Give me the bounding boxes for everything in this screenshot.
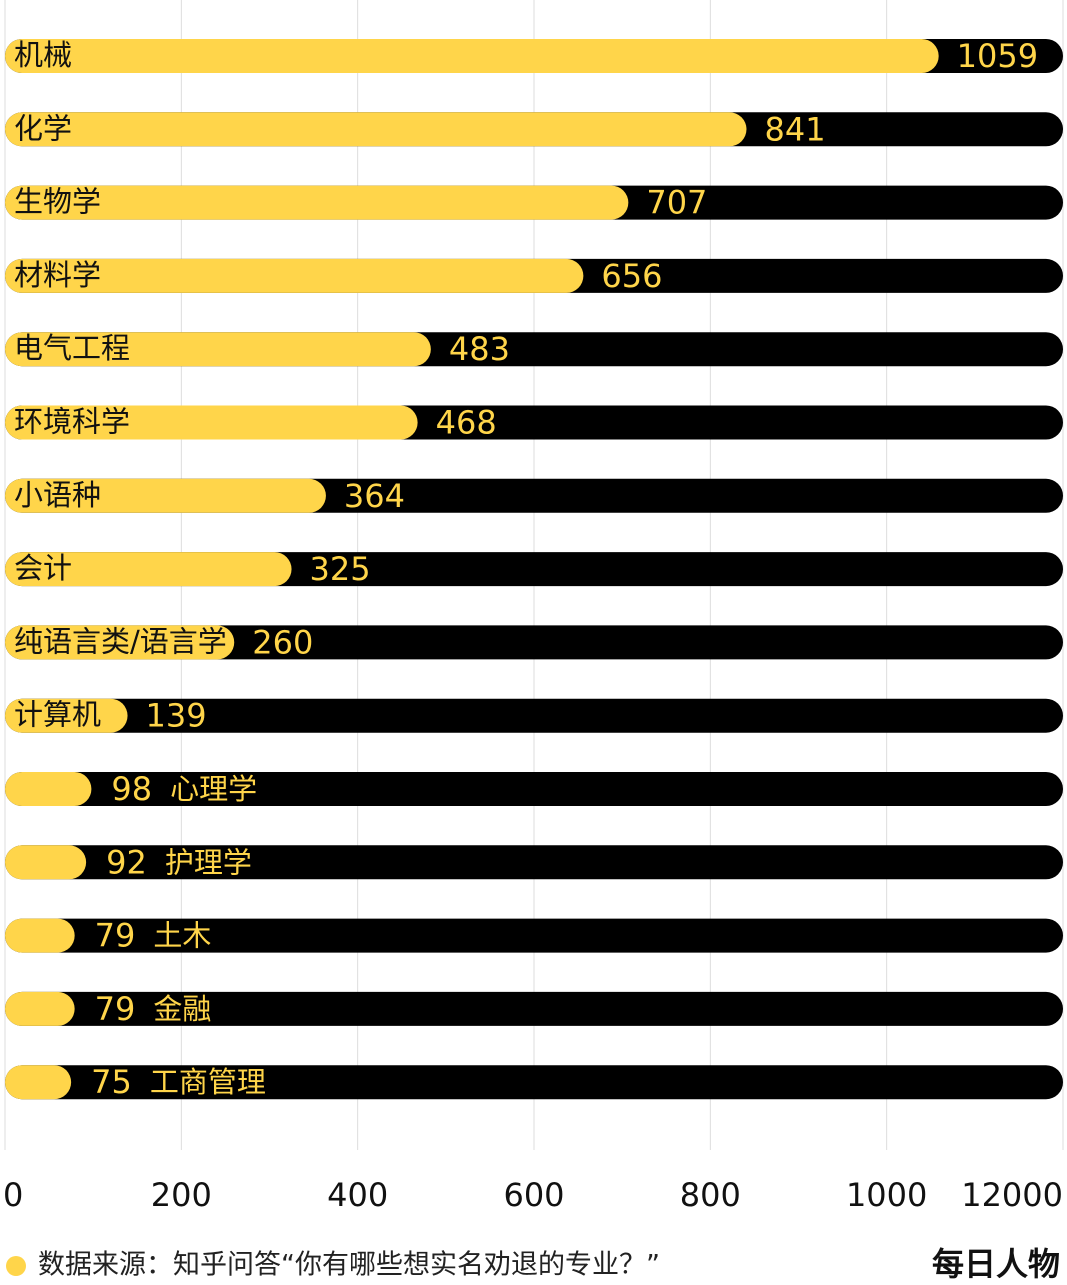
- x-tick-label: 600: [503, 1176, 564, 1214]
- bar-track: [5, 918, 1063, 953]
- bar: [5, 185, 629, 220]
- bar-track: [5, 772, 1063, 806]
- bar: [5, 478, 326, 513]
- bar: [5, 918, 75, 953]
- value-label: 98: [111, 770, 152, 808]
- value-label: 483: [449, 330, 510, 368]
- bar: [5, 405, 418, 440]
- bar: [5, 1065, 72, 1100]
- bar: [5, 991, 75, 1026]
- category-label: 工商管理: [150, 1065, 266, 1099]
- value-label: 656: [601, 257, 662, 295]
- source-note: 数据来源：知乎问答“你有哪些想实名劝退的专业？”: [38, 1250, 660, 1281]
- category-label: 计算机: [14, 698, 101, 732]
- category-label: 心理学: [170, 772, 257, 806]
- bar: [5, 258, 584, 293]
- bar-track: [5, 991, 1063, 1026]
- value-label: 1059: [957, 37, 1038, 75]
- x-tick-label: 200: [151, 1176, 212, 1214]
- value-label: 75: [91, 1063, 132, 1101]
- category-label: 电气工程: [14, 331, 130, 365]
- bar: [5, 845, 87, 880]
- bar-track: [5, 698, 1063, 733]
- category-label: 化学: [14, 111, 72, 145]
- x-tick-label: 400: [327, 1176, 388, 1214]
- value-label: 841: [764, 110, 825, 148]
- value-label: 79: [95, 990, 136, 1028]
- value-label: 364: [344, 477, 405, 515]
- category-label: 材料学: [14, 258, 101, 292]
- category-label: 小语种: [14, 478, 101, 512]
- bar-track: [5, 845, 1063, 880]
- category-label: 会计: [14, 551, 72, 585]
- category-label: 金融: [153, 992, 211, 1026]
- x-tick-label: 1000: [846, 1176, 927, 1214]
- bar: [5, 698, 128, 733]
- category-label: 土木: [153, 919, 211, 953]
- category-label: 生物学: [14, 185, 101, 219]
- category-label: 环境科学: [14, 405, 130, 439]
- brand-logo: 每日人物: [932, 1245, 1060, 1283]
- x-tick-label: 12000: [961, 1176, 1063, 1214]
- value-label: 325: [310, 550, 371, 588]
- bar: [5, 772, 92, 806]
- value-label: 139: [146, 697, 207, 735]
- value-label: 468: [436, 404, 497, 442]
- x-tick-label: 0: [3, 1176, 23, 1214]
- bar: [5, 112, 747, 147]
- value-label: 707: [646, 184, 707, 222]
- category-label: 护理学: [165, 845, 252, 879]
- x-tick-label: 800: [680, 1176, 741, 1214]
- value-label: 79: [95, 917, 136, 955]
- value-label: 92: [106, 843, 147, 881]
- category-label: 纯语言类/语言学: [14, 624, 227, 658]
- value-label: 260: [252, 623, 313, 661]
- category-label: 机械: [14, 38, 72, 72]
- bar: [5, 332, 431, 367]
- bar: [5, 625, 235, 660]
- legend-dot: [6, 1256, 26, 1276]
- bar: [5, 39, 939, 73]
- bar-track: [5, 625, 1063, 660]
- bar: [5, 552, 292, 587]
- bar-track: [5, 1065, 1063, 1100]
